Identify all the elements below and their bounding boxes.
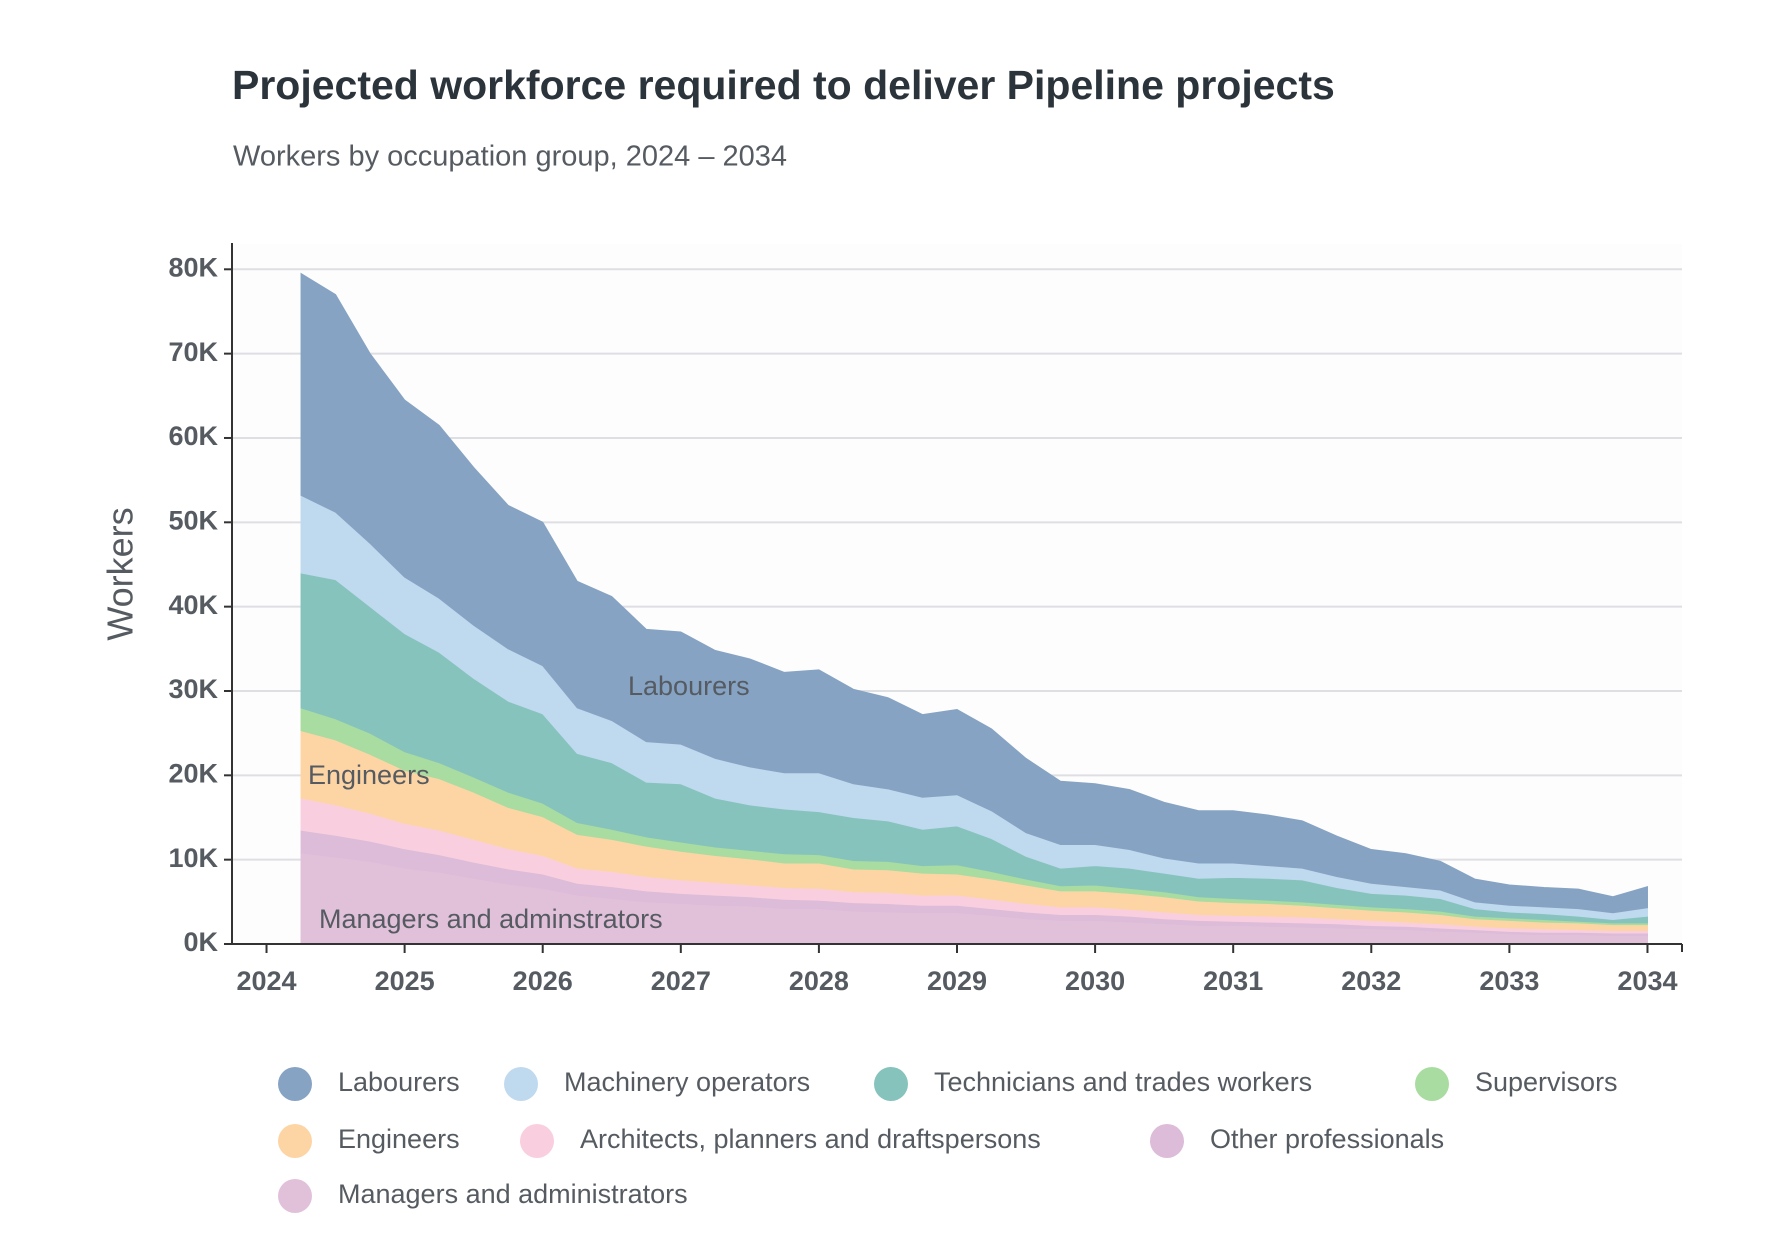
x-tick-label: 2031 bbox=[1203, 966, 1263, 996]
legend-label: Technicians and trades workers bbox=[934, 1067, 1312, 1097]
annotation: Labourers bbox=[628, 671, 750, 701]
chart-subtitle: Workers by occupation group, 2024 – 2034 bbox=[233, 141, 787, 173]
annotation: Managers and adminstrators bbox=[319, 904, 663, 934]
y-tick-label: 10K bbox=[168, 843, 218, 873]
legend-label: Supervisors bbox=[1475, 1067, 1618, 1097]
legend-swatch bbox=[520, 1124, 554, 1158]
y-tick-label: 30K bbox=[168, 674, 218, 704]
legend-swatch bbox=[874, 1067, 908, 1101]
legend-item: Architects, planners and draftspersons bbox=[520, 1124, 1041, 1158]
chart-title: Projected workforce required to deliver … bbox=[232, 62, 1335, 108]
x-tick-label: 2033 bbox=[1479, 966, 1539, 996]
legend-swatch bbox=[504, 1067, 538, 1101]
x-tick-label: 2032 bbox=[1341, 966, 1401, 996]
x-tick-label: 2024 bbox=[236, 966, 296, 996]
legend-item: Other professionals bbox=[1150, 1124, 1444, 1158]
legend-swatch bbox=[1415, 1067, 1449, 1101]
y-tick-label: 70K bbox=[168, 337, 218, 367]
legend-label: Labourers bbox=[338, 1067, 460, 1097]
legend-item: Supervisors bbox=[1415, 1067, 1618, 1101]
x-tick-label: 2034 bbox=[1617, 966, 1677, 996]
legend-label: Other professionals bbox=[1210, 1124, 1444, 1154]
x-tick-label: 2029 bbox=[927, 966, 987, 996]
legend-item: Engineers bbox=[278, 1124, 460, 1158]
legend-swatch bbox=[278, 1067, 312, 1101]
legend-label: Engineers bbox=[338, 1124, 460, 1154]
x-tick-label: 2025 bbox=[375, 966, 435, 996]
y-tick-label: 0K bbox=[183, 927, 218, 957]
legend-swatch bbox=[278, 1124, 312, 1158]
area bbox=[300, 272, 1648, 914]
legend-item: Labourers bbox=[278, 1067, 460, 1101]
legend-swatch bbox=[1150, 1124, 1184, 1158]
y-tick-label: 50K bbox=[168, 505, 218, 535]
x-tick-label: 2030 bbox=[1065, 966, 1125, 996]
y-tick-label: 80K bbox=[168, 252, 218, 282]
legend-item: Machinery operators bbox=[504, 1067, 810, 1101]
legend-label: Architects, planners and draftspersons bbox=[580, 1124, 1041, 1154]
legend-swatch bbox=[278, 1179, 312, 1213]
y-tick-label: 60K bbox=[168, 421, 218, 451]
legend-label: Managers and administrators bbox=[338, 1179, 688, 1209]
x-tick-label: 2027 bbox=[651, 966, 711, 996]
x-tick-label: 2026 bbox=[513, 966, 573, 996]
y-tick-label: 20K bbox=[168, 758, 218, 788]
x-tick-label: 2028 bbox=[789, 966, 849, 996]
legend-item: Technicians and trades workers bbox=[874, 1067, 1312, 1101]
legend-item: Managers and administrators bbox=[278, 1179, 688, 1213]
annotation: Engineers bbox=[308, 760, 430, 790]
legend-label: Machinery operators bbox=[564, 1067, 810, 1097]
y-tick-label: 40K bbox=[168, 590, 218, 620]
y-axis-title: Workers bbox=[100, 507, 141, 640]
